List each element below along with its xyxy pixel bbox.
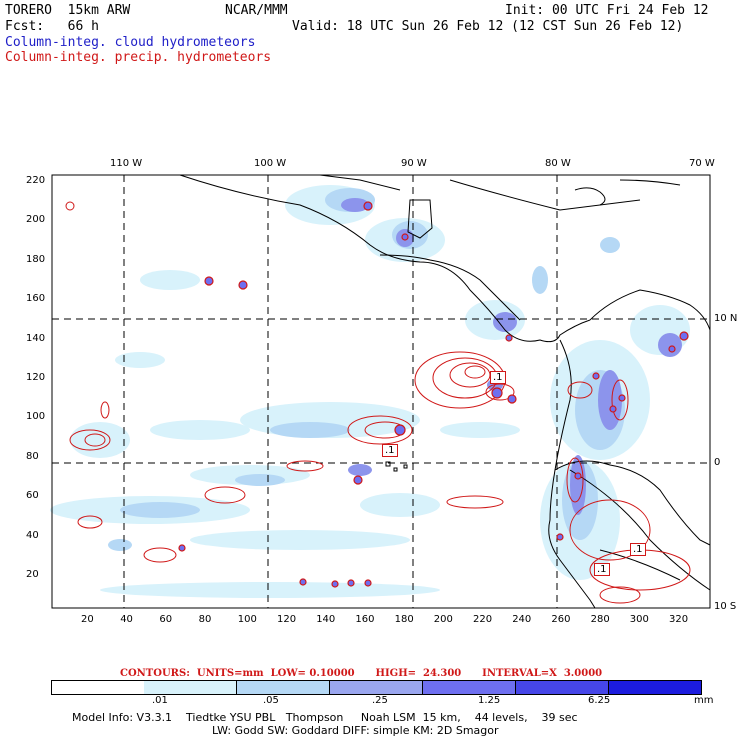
lat-label: 0 xyxy=(714,457,721,468)
y-tick-label: 160 xyxy=(26,293,46,305)
model-info-line2: LW: Godd SW: Goddard DIFF: simple KM: 2D… xyxy=(212,724,499,737)
lat-label: 10 N xyxy=(714,313,738,324)
x-tick-label: 100 xyxy=(237,614,257,625)
colorbar-swatch xyxy=(423,680,516,695)
x-tick-label: 60 xyxy=(159,614,173,625)
organization: NCAR/MMM xyxy=(225,3,288,18)
forecast-hour: Fcst: 66 h xyxy=(5,19,99,34)
x-tick-label: 180 xyxy=(394,614,414,625)
lon-label: 70 W xyxy=(689,158,715,169)
model-info-line1: Model Info: V3.3.1 Tiedtke YSU PBL Thomp… xyxy=(72,711,578,724)
colorbar-swatch xyxy=(609,680,702,695)
lat-label: 10 S xyxy=(714,601,737,612)
y-tick-label: 60 xyxy=(26,490,39,502)
colorbar-label: .05 xyxy=(263,695,279,706)
model-name: TORERO 15km ARW xyxy=(5,3,131,18)
contour-marker: .1 xyxy=(630,543,646,556)
plot-border xyxy=(51,174,711,609)
y-tick-label: 100 xyxy=(26,411,46,423)
colorbar-swatch xyxy=(516,680,609,695)
coastlines xyxy=(179,174,711,609)
contour-marker: .1 xyxy=(490,371,506,384)
valid-time: Valid: 18 UTC Sun 26 Feb 12 (12 CST Sun … xyxy=(292,19,684,34)
cloud-dark-areas xyxy=(341,198,682,515)
lon-label: 110 W xyxy=(110,158,143,169)
x-tick-label: 260 xyxy=(551,614,571,625)
x-tick-label: 320 xyxy=(669,614,689,625)
x-tick-label: 280 xyxy=(590,614,610,625)
contour-info: CONTOURS: UNITS=mm LOW= 0.10000 HIGH= 24… xyxy=(120,668,603,679)
lon-label: 80 W xyxy=(545,158,571,169)
contour-marker: .1 xyxy=(382,444,398,457)
colorbar-label: .25 xyxy=(372,695,388,706)
contour-marker: .1 xyxy=(594,563,610,576)
y-tick-label: 40 xyxy=(26,529,39,541)
x-tick-label: 160 xyxy=(355,614,375,625)
colorbar-swatch xyxy=(330,680,423,695)
x-tick-label: 220 xyxy=(473,614,493,625)
colorbar-swatch xyxy=(237,680,330,695)
y-tick-label: 20 xyxy=(26,569,39,580)
colorbar-swatch xyxy=(144,680,237,695)
y-tick-label: 80 xyxy=(26,450,39,462)
lon-label: 90 W xyxy=(401,158,427,169)
x-tick-label: 140 xyxy=(316,614,336,625)
colorbar-swatch xyxy=(51,680,145,695)
x-tick-label: 20 xyxy=(81,614,94,625)
init-time: Init: 00 UTC Fri 24 Feb 12 xyxy=(505,3,709,18)
cloud-field-title: Column-integ. cloud hydrometeors xyxy=(5,35,256,50)
x-tick-label: 40 xyxy=(120,614,133,625)
y-tick-label: 200 xyxy=(26,214,46,226)
precip-field-title: Column-integ. precip. hydrometeors xyxy=(5,50,272,65)
y-tick-label: 180 xyxy=(26,253,46,265)
x-tick-label: 80 xyxy=(198,614,212,625)
colorbar-unit: mm xyxy=(694,695,714,706)
x-tick-label: 200 xyxy=(433,614,453,625)
x-tick-label: 300 xyxy=(629,614,649,625)
colorbar-label: 1.25 xyxy=(478,695,501,706)
x-tick-label: 120 xyxy=(277,614,297,625)
colorbar-label: .01 xyxy=(152,695,168,706)
x-tick-label: 240 xyxy=(512,614,532,625)
lon-label: 100 W xyxy=(254,158,287,169)
colorbar-label: 6.25 xyxy=(588,695,611,706)
y-tick-label: 120 xyxy=(26,372,46,383)
hydrometeor-cores xyxy=(178,201,689,588)
y-tick-label: 140 xyxy=(26,332,46,344)
y-tick-label: 220 xyxy=(26,175,46,186)
